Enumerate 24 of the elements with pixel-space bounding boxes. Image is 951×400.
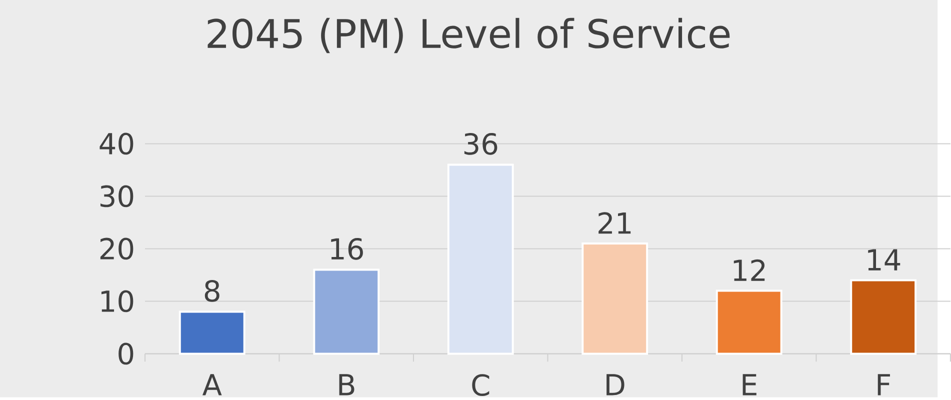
bar xyxy=(716,290,782,355)
x-tick-label: E xyxy=(742,374,756,396)
x-tick-label: C xyxy=(472,374,490,396)
data-label: 14 xyxy=(868,249,900,270)
bar xyxy=(178,310,246,355)
x-tick-label: B xyxy=(339,374,354,396)
y-tick-label: 30 xyxy=(100,185,134,207)
data-label: 21 xyxy=(598,212,631,234)
bar xyxy=(850,279,917,355)
y-tick-label: 40 xyxy=(100,132,134,154)
data-label: 16 xyxy=(331,238,363,260)
bar xyxy=(313,268,380,355)
x-tick-label: A xyxy=(202,374,222,396)
x-tick-label: F xyxy=(878,374,890,396)
y-tick-label: 10 xyxy=(101,290,134,312)
x-tick-label: D xyxy=(606,374,624,396)
y-tick-label: 20 xyxy=(100,238,134,260)
bar xyxy=(447,164,514,355)
data-label: 12 xyxy=(734,259,765,281)
chart-title: 2045 (PM) Level of Service xyxy=(208,18,730,53)
y-tick-label: 0 xyxy=(118,342,134,364)
data-label: 36 xyxy=(464,132,498,155)
bar xyxy=(582,242,648,355)
data-label: 8 xyxy=(204,280,220,302)
